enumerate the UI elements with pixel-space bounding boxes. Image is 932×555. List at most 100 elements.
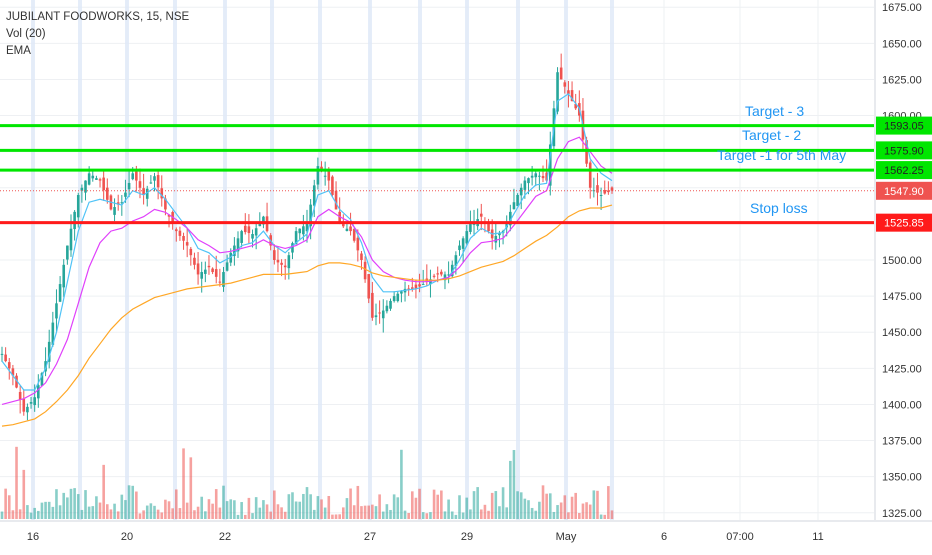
candle-body — [156, 175, 160, 188]
candle-body — [512, 202, 516, 210]
ema-lines — [1, 93, 613, 427]
volume-bar — [142, 510, 145, 519]
volume-bar — [443, 511, 447, 519]
candle-body — [327, 170, 331, 181]
volume-indicator-label[interactable]: Vol (20) — [6, 28, 46, 40]
volume-bar — [331, 514, 334, 519]
volume-bar — [167, 501, 171, 519]
volume-bar — [334, 514, 338, 519]
volume-bar — [280, 507, 283, 519]
session-separators — [31, 0, 614, 520]
volume-bar — [367, 505, 371, 519]
session-separator — [270, 0, 274, 520]
volume-bar — [58, 505, 62, 519]
candle-body — [421, 284, 425, 286]
volume-bar — [69, 488, 73, 519]
candle-body — [530, 175, 534, 178]
volume-bar — [392, 494, 396, 519]
volume-bar — [87, 506, 91, 519]
candle-body — [273, 250, 276, 260]
time-tick-label: 16 — [27, 531, 39, 543]
volume-bar — [447, 499, 450, 519]
candle-body — [145, 188, 149, 199]
volume-bar — [40, 502, 44, 519]
volume-bar — [342, 507, 345, 519]
volume-bar — [360, 506, 363, 519]
last-price-badge — [876, 181, 932, 200]
candle-body — [55, 303, 58, 319]
volume-bar — [153, 505, 156, 519]
time-tick-label: 6 — [661, 531, 667, 543]
volume-bar — [363, 505, 367, 519]
session-separator — [418, 0, 422, 520]
volume-bar — [91, 506, 95, 519]
candle-body — [62, 264, 66, 288]
candle-body — [87, 173, 91, 185]
chart-grid — [0, 0, 874, 520]
level-price-label: 1593.05 — [884, 121, 924, 133]
volume-bar — [76, 494, 80, 519]
price-tick-label: 1450.00 — [882, 327, 922, 339]
volume-bar — [265, 504, 269, 519]
candle-body — [559, 67, 563, 80]
volume-bar — [403, 510, 407, 519]
time-tick-label: 29 — [461, 531, 473, 543]
volume-bar — [581, 503, 585, 519]
volume-bar — [323, 507, 327, 519]
candle-body — [7, 362, 11, 369]
volume-bar — [247, 497, 251, 519]
candle-body — [548, 144, 552, 186]
candle-body — [105, 187, 109, 200]
price-tick-label: 1375.00 — [882, 436, 922, 448]
candle-body — [385, 305, 389, 312]
candle-body — [392, 296, 396, 302]
candle-body — [47, 341, 51, 362]
volume-bar — [592, 490, 596, 519]
candle-body — [124, 192, 127, 197]
volume-bar — [527, 500, 530, 519]
candle-body — [516, 195, 519, 206]
candle-body — [443, 274, 447, 281]
session-separator — [516, 0, 520, 520]
level-annotation-label: Target - 2 — [742, 127, 802, 144]
volume-bar — [55, 489, 58, 519]
candle-body — [120, 202, 124, 204]
volume-bar — [160, 512, 164, 519]
volume-bar — [309, 494, 312, 519]
candle-body — [519, 187, 523, 196]
volume-bar — [432, 489, 436, 519]
volume-bar — [47, 501, 51, 519]
candle-body — [498, 233, 501, 236]
candle-body — [596, 185, 599, 193]
volume-bar — [385, 504, 389, 519]
volume-bar — [338, 514, 341, 519]
level-annotation-label: Target - 3 — [745, 102, 805, 119]
volume-bar — [414, 497, 418, 519]
candle-body — [458, 245, 461, 251]
candle-body — [69, 228, 73, 251]
ema-indicator-label[interactable]: EMA — [6, 45, 31, 57]
candle-body — [360, 253, 363, 260]
candle-body — [211, 268, 214, 273]
volume-bar — [578, 512, 581, 519]
volume-bar — [425, 513, 429, 519]
candle-body — [131, 173, 135, 180]
volume-bar — [556, 505, 559, 519]
volume-bar — [218, 507, 222, 519]
volume-bar — [66, 497, 69, 519]
symbol-title[interactable]: JUBILANT FOODWORKS, 15, NSE — [6, 11, 190, 23]
volume-bar — [396, 497, 400, 519]
volume-bar — [156, 509, 160, 519]
volume-bar — [440, 490, 443, 519]
candle-body — [331, 176, 334, 195]
volume-bar — [465, 497, 469, 519]
candle-body — [167, 214, 171, 217]
volume-bar — [570, 496, 574, 519]
candle-body — [305, 223, 309, 232]
candle-body — [599, 195, 603, 196]
volume-bar — [327, 495, 331, 519]
candle-body — [527, 178, 530, 184]
candle-body — [37, 385, 40, 399]
candle-body — [541, 176, 545, 179]
